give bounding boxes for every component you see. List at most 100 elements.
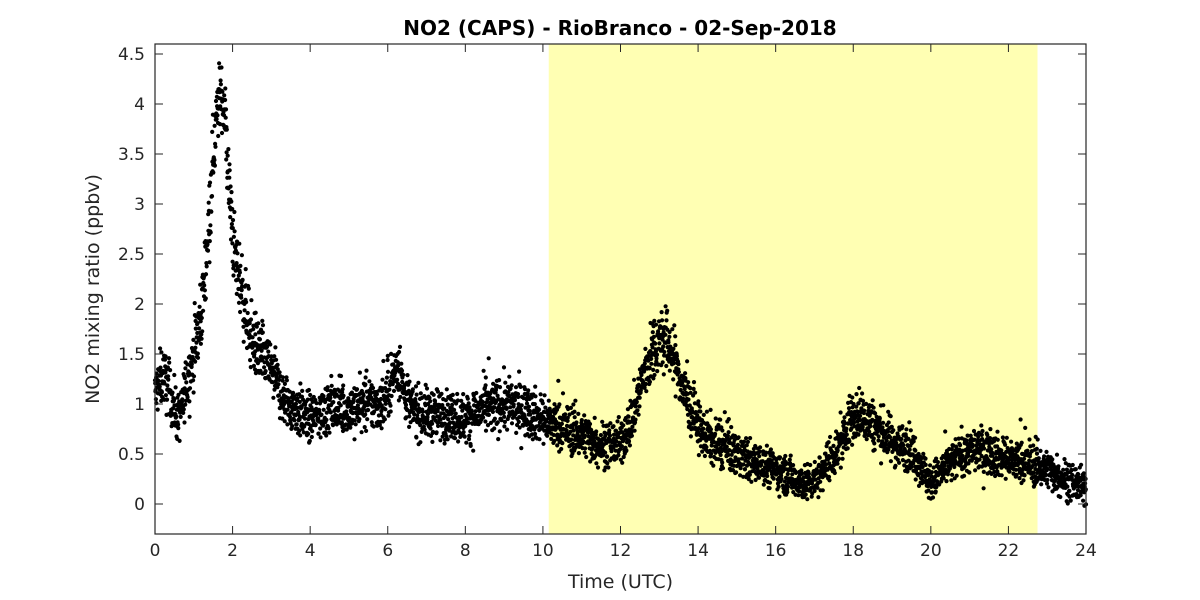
data-point <box>626 439 632 444</box>
data-point <box>877 416 882 421</box>
data-point <box>847 439 852 444</box>
data-point <box>885 429 891 434</box>
data-point <box>155 407 160 412</box>
data-point <box>581 439 586 444</box>
data-point <box>701 426 706 431</box>
data-point <box>236 300 242 305</box>
data-point <box>676 362 681 367</box>
data-point <box>673 343 678 348</box>
data-point <box>385 357 390 363</box>
data-point <box>1003 476 1008 481</box>
data-point <box>774 461 779 466</box>
data-point <box>522 387 528 392</box>
data-point <box>399 368 405 373</box>
data-point <box>592 415 597 420</box>
data-point <box>414 392 419 397</box>
data-point <box>401 372 406 377</box>
data-point <box>759 463 764 468</box>
data-point <box>370 385 376 391</box>
data-point <box>526 404 532 409</box>
data-point <box>324 417 329 422</box>
data-point <box>571 402 576 407</box>
data-point <box>777 455 783 460</box>
data-point <box>921 451 926 456</box>
data-point <box>637 404 642 409</box>
data-point <box>651 376 656 381</box>
data-point <box>218 82 223 87</box>
x-tick-label: 10 <box>532 541 554 561</box>
data-point <box>543 405 548 410</box>
data-point <box>461 392 466 397</box>
data-point <box>812 459 817 465</box>
data-point <box>647 379 653 384</box>
data-point <box>313 422 318 427</box>
data-point <box>540 401 545 406</box>
data-point <box>388 409 393 414</box>
data-point <box>726 430 731 435</box>
data-point <box>200 329 205 334</box>
data-point <box>842 415 847 420</box>
data-point <box>163 354 168 359</box>
data-point <box>756 475 762 480</box>
data-point <box>237 241 242 246</box>
data-point <box>981 469 986 474</box>
data-point <box>158 365 163 370</box>
data-point <box>480 399 485 404</box>
data-point <box>639 372 644 378</box>
data-point <box>452 436 458 441</box>
data-point <box>1035 437 1040 442</box>
data-point <box>842 421 847 426</box>
data-point <box>700 449 705 454</box>
data-point <box>769 458 774 463</box>
data-point <box>430 439 435 444</box>
data-point <box>949 447 955 452</box>
data-point <box>791 463 796 468</box>
data-point <box>467 433 472 438</box>
data-point <box>729 452 734 457</box>
data-point <box>285 407 290 412</box>
data-point <box>871 405 876 410</box>
data-point <box>1062 457 1067 462</box>
data-point <box>209 194 215 199</box>
data-point <box>913 477 918 482</box>
data-point <box>608 421 613 426</box>
data-point <box>483 428 489 433</box>
data-point <box>757 449 763 454</box>
data-point <box>697 404 703 409</box>
data-point <box>573 398 578 403</box>
data-point <box>463 424 468 429</box>
data-point <box>1073 467 1078 472</box>
data-point <box>576 451 582 456</box>
data-point <box>571 428 576 433</box>
data-point <box>844 432 849 437</box>
data-point <box>187 399 192 404</box>
data-point <box>225 153 230 158</box>
data-point <box>930 490 935 495</box>
data-point <box>671 361 676 366</box>
data-point <box>406 388 411 393</box>
data-point <box>253 332 258 337</box>
data-point <box>1022 456 1027 461</box>
data-point <box>176 422 181 427</box>
data-point <box>576 411 581 416</box>
data-point <box>325 385 330 390</box>
data-point <box>459 398 464 403</box>
data-point <box>659 310 664 315</box>
data-point <box>158 346 163 351</box>
data-point <box>507 374 512 379</box>
data-point <box>613 428 619 433</box>
data-point <box>730 468 736 473</box>
data-point <box>858 413 863 418</box>
data-point <box>202 283 207 288</box>
data-point <box>983 463 988 468</box>
data-point <box>760 459 765 464</box>
data-point <box>354 387 360 392</box>
data-point <box>222 93 227 98</box>
data-point <box>611 424 616 429</box>
data-point <box>395 360 400 365</box>
data-point <box>950 472 955 477</box>
data-point <box>685 359 690 364</box>
data-point <box>473 409 478 414</box>
x-tick-label: 22 <box>998 541 1020 561</box>
data-point <box>832 470 837 476</box>
